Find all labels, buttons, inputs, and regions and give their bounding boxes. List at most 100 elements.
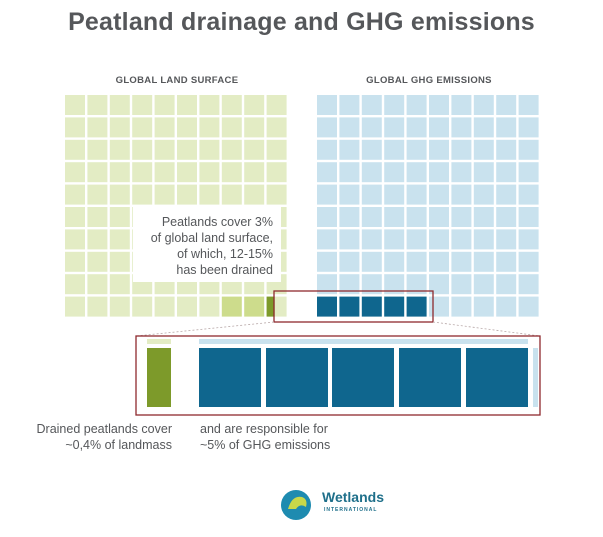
ghg-cell	[429, 274, 449, 295]
ghg-cell	[496, 207, 517, 227]
land-cell	[154, 95, 175, 115]
ghg-cell	[339, 95, 360, 115]
land-cell	[244, 139, 265, 160]
ghg-cell	[339, 162, 360, 183]
ghg-cell	[429, 229, 449, 250]
land-cell	[266, 139, 287, 160]
ghg-cell	[496, 162, 517, 183]
ghg-cell	[473, 95, 494, 115]
ghg-cell	[384, 207, 405, 227]
zoom-strip	[199, 339, 528, 344]
highlight-frame	[273, 290, 434, 323]
land-cell	[221, 296, 242, 317]
drained-land-cell	[266, 296, 275, 317]
land-cell	[177, 296, 197, 317]
ghg-cell	[361, 184, 382, 205]
ghg-cell	[429, 207, 449, 227]
land-cell	[109, 207, 130, 227]
ghg-emissions-heading: GLOBAL GHG EMISSIONS	[366, 75, 492, 86]
logo-bird-icon	[288, 496, 307, 509]
zoom-connector-right	[432, 321, 541, 337]
ghg-cell	[406, 139, 427, 160]
land-cell	[87, 184, 108, 205]
land-cell	[65, 95, 85, 115]
ghg-cell	[451, 95, 472, 115]
ghg-cell	[473, 207, 494, 227]
land-cell	[87, 117, 108, 138]
ghg-cell	[384, 162, 405, 183]
land-cell	[244, 184, 265, 205]
ghg-cell	[317, 95, 337, 115]
land-cell	[109, 117, 130, 138]
ghg-cell	[406, 296, 427, 317]
land-cell	[266, 117, 287, 138]
land-cell	[221, 162, 242, 183]
land-cell	[109, 95, 130, 115]
ghg-cell	[317, 274, 337, 295]
land-cell	[87, 296, 108, 317]
ghg-cell	[429, 117, 449, 138]
ghg-cell	[317, 251, 337, 272]
ghg-cell	[406, 95, 427, 115]
land-cell	[199, 117, 220, 138]
ghg-cell	[451, 139, 472, 160]
land-cell	[109, 296, 130, 317]
ghg-cell	[339, 229, 360, 250]
land-cell	[65, 207, 85, 227]
land-cell	[177, 139, 197, 160]
zoom-ghg-block	[266, 348, 328, 407]
wetlands-logo	[281, 490, 311, 520]
ghg-cell	[406, 229, 427, 250]
ghg-cell	[361, 229, 382, 250]
land-cell	[199, 139, 220, 160]
land-cell	[221, 95, 242, 115]
ghg-cell	[339, 274, 360, 295]
ghg-cell	[473, 184, 494, 205]
ghg-cell	[518, 296, 539, 317]
ghg-cell	[496, 251, 517, 272]
ghg-cell	[518, 162, 539, 183]
ghg-cell	[496, 139, 517, 160]
ghg-cell	[451, 162, 472, 183]
zoom-ghg-block	[466, 348, 528, 407]
zoom-ghg-block	[332, 348, 394, 407]
ghg-cell	[361, 162, 382, 183]
land-cell	[109, 184, 130, 205]
ghg-cell	[406, 162, 427, 183]
land-cell	[199, 184, 220, 205]
land-cell	[65, 117, 85, 138]
ghg-cell	[473, 229, 494, 250]
page-title: Peatland drainage and GHG emissions	[68, 8, 535, 36]
ghg-cell	[429, 296, 449, 317]
ghg-cell	[518, 274, 539, 295]
ghg-share-caption: and are responsible for ~5% of GHG emiss…	[200, 422, 331, 452]
ghg-cell	[317, 139, 337, 160]
ghg-cell	[361, 296, 382, 317]
land-cell	[154, 162, 175, 183]
zoom-land-strip	[147, 339, 171, 344]
ghg-cell	[317, 296, 337, 317]
ghg-cell	[429, 162, 449, 183]
ghg-cell	[451, 296, 472, 317]
ghg-cell	[518, 139, 539, 160]
ghg-cell	[361, 117, 382, 138]
land-cell	[87, 207, 108, 227]
land-cell	[109, 274, 130, 295]
ghg-cell	[518, 207, 539, 227]
ghg-cell	[406, 207, 427, 227]
ghg-cell	[473, 274, 494, 295]
land-cell	[65, 296, 85, 317]
land-cell	[132, 162, 153, 183]
land-cell	[132, 296, 153, 317]
ghg-cell	[384, 95, 405, 115]
ghg-cell	[451, 184, 472, 205]
ghg-cell	[406, 184, 427, 205]
ghg-cell	[518, 251, 539, 272]
land-cell	[65, 274, 85, 295]
ghg-cell	[339, 251, 360, 272]
ghg-cell	[339, 296, 360, 317]
land-cell	[87, 95, 108, 115]
ghg-cell	[339, 139, 360, 160]
ghg-cell	[317, 229, 337, 250]
